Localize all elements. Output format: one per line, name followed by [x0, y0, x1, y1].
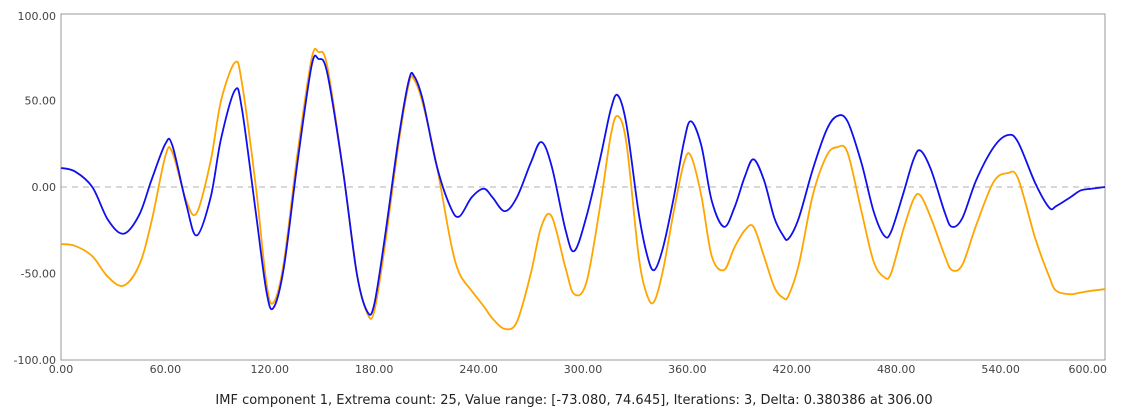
x-axis-ticks: 0.00 60.00 120.00 180.00 240.00 300.00 360.00 4… [49, 363, 1107, 376]
x-tick-label: 300.00 [564, 363, 603, 376]
x-tick-label: 60.00 [150, 363, 182, 376]
x-tick-label: 360.00 [668, 363, 707, 376]
x-tick-label: 120.00 [251, 363, 290, 376]
y-tick-label: 0.00 [32, 181, 57, 194]
series-layer [60, 47, 1106, 331]
y-tick-label: 50.00 [25, 95, 57, 108]
x-tick-label: 180.00 [355, 363, 394, 376]
x-tick-label: 540.00 [981, 363, 1020, 376]
y-tick-label: 100.00 [18, 10, 57, 23]
x-tick-label: 480.00 [877, 363, 916, 376]
x-tick-label: 600.00 [1069, 363, 1108, 376]
y-tick-label: -50.00 [21, 268, 56, 281]
x-tick-label: 420.00 [773, 363, 812, 376]
x-tick-label: 0.00 [49, 363, 74, 376]
chart-caption: IMF component 1, Extrema count: 25, Valu… [215, 393, 932, 408]
y-tick-label: -100.00 [14, 354, 56, 367]
series-line-blue [60, 54, 1106, 316]
x-tick-label: 240.00 [459, 363, 498, 376]
series-line-orange [60, 47, 1106, 331]
y-axis-ticks: 100.00 50.00 0.00 -50.00 -100.00 [14, 10, 56, 367]
